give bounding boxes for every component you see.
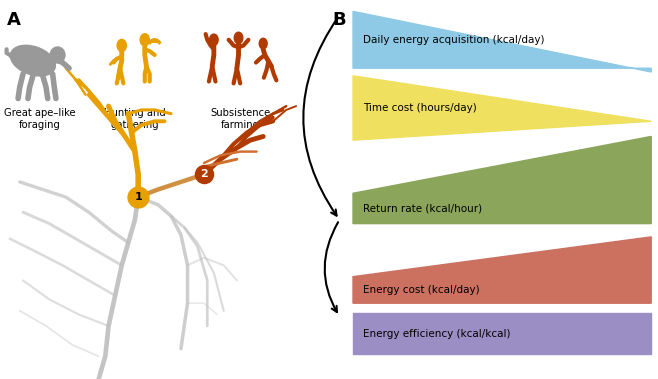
Ellipse shape <box>259 38 267 49</box>
Ellipse shape <box>117 39 126 52</box>
Polygon shape <box>353 76 651 140</box>
Ellipse shape <box>11 45 55 76</box>
Ellipse shape <box>234 32 243 44</box>
Text: Return rate (kcal/hour): Return rate (kcal/hour) <box>363 204 482 213</box>
Text: B: B <box>333 11 346 29</box>
Text: A: A <box>7 11 20 29</box>
Text: Daily energy acquisition (kcal/day): Daily energy acquisition (kcal/day) <box>363 35 545 45</box>
Text: 1: 1 <box>134 192 142 202</box>
Polygon shape <box>353 237 651 303</box>
Polygon shape <box>353 136 651 224</box>
Polygon shape <box>353 313 651 354</box>
Ellipse shape <box>50 47 65 63</box>
Text: Subsistence
farming: Subsistence farming <box>210 108 270 130</box>
Text: 2: 2 <box>200 169 208 179</box>
Text: Time cost (hours/day): Time cost (hours/day) <box>363 103 477 113</box>
Text: Energy efficiency (kcal/kcal): Energy efficiency (kcal/kcal) <box>363 329 511 338</box>
Text: Great ape–like
foraging: Great ape–like foraging <box>4 108 75 130</box>
Polygon shape <box>353 11 651 72</box>
Ellipse shape <box>140 34 149 46</box>
Text: Hunting and
gathering: Hunting and gathering <box>104 108 166 130</box>
Ellipse shape <box>209 34 218 45</box>
Text: Energy cost (kcal/day): Energy cost (kcal/day) <box>363 285 480 295</box>
